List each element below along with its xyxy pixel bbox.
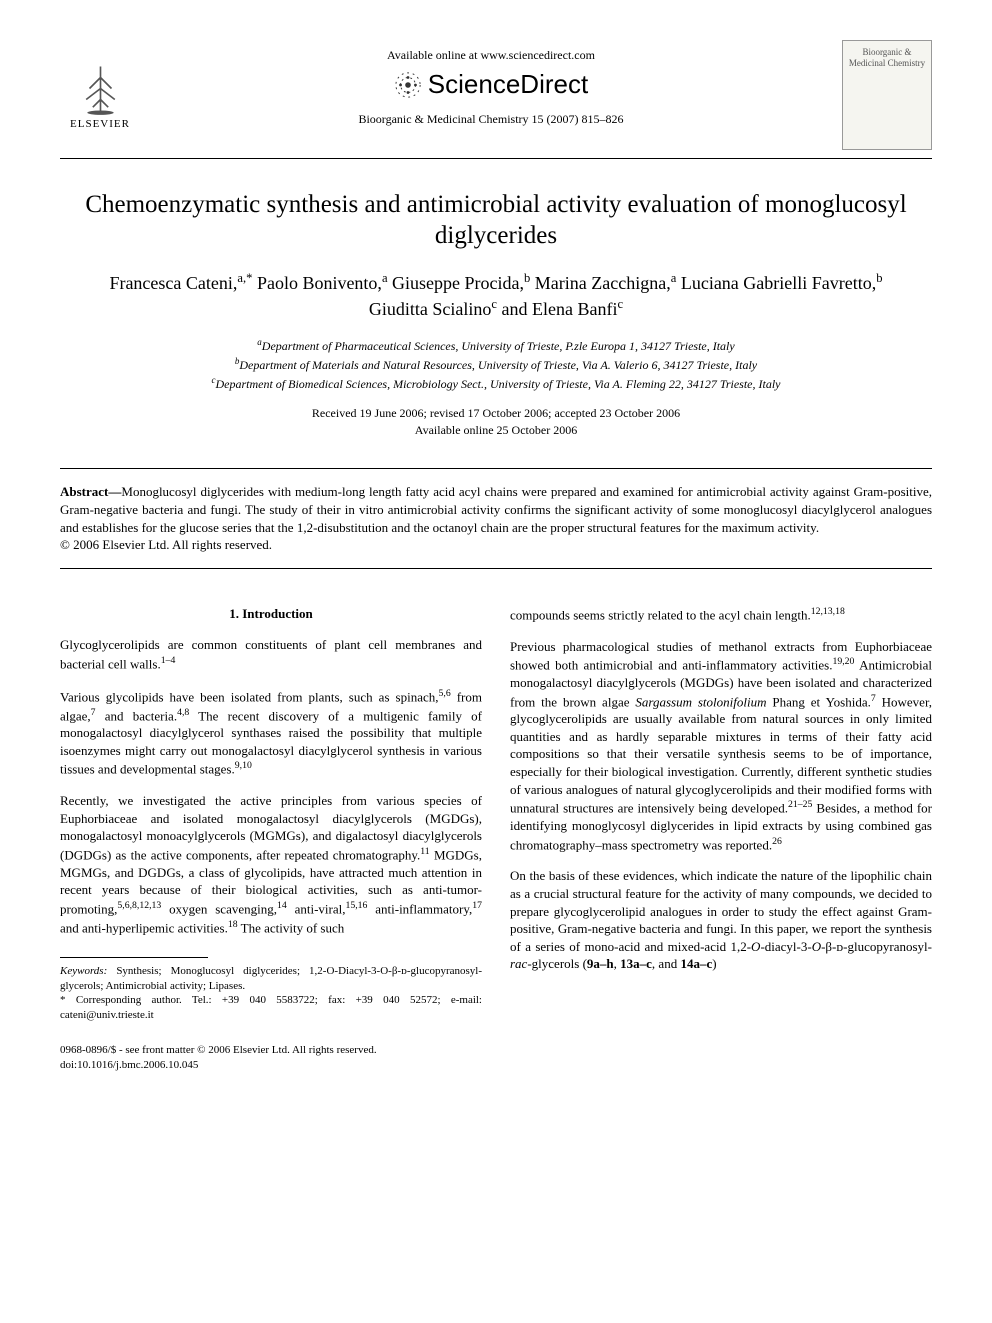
- body-columns: 1. Introduction Glycoglycerolipids are c…: [60, 605, 932, 1023]
- corresponding-author: * Corresponding author. Tel.: +39 040 55…: [60, 993, 482, 1023]
- abstract-label: Abstract—: [60, 484, 121, 499]
- abstract-text: Monoglucosyl diglycerides with medium-lo…: [60, 484, 932, 534]
- body-para: Previous pharmacological studies of meth…: [510, 638, 932, 854]
- center-header: Available online at www.sciencedirect.co…: [140, 40, 842, 127]
- available-online-text: Available online at www.sciencedirect.co…: [140, 48, 842, 63]
- affiliation-c: cDepartment of Biomedical Sciences, Micr…: [60, 374, 932, 393]
- sciencedirect-text: ScienceDirect: [428, 69, 588, 100]
- keywords-line: Keywords: Synthesis; Monoglucosyl diglyc…: [60, 964, 482, 994]
- abstract: Abstract—Monoglucosyl diglycerides with …: [60, 468, 932, 568]
- body-para: Recently, we investigated the active pri…: [60, 792, 482, 936]
- article-dates: Received 19 June 2006; revised 17 Octobe…: [60, 405, 932, 439]
- sciencedirect-logo: ScienceDirect: [140, 69, 842, 100]
- dates-available: Available online 25 October 2006: [60, 422, 932, 439]
- article-title: Chemoenzymatic synthesis and antimicrobi…: [60, 189, 932, 252]
- abstract-copyright: © 2006 Elsevier Ltd. All rights reserved…: [60, 536, 932, 554]
- affiliation-a: aDepartment of Pharmaceutical Sciences, …: [60, 336, 932, 355]
- footer-info: 0968-0896/$ - see front matter © 2006 El…: [60, 1043, 932, 1073]
- footer-front-matter: 0968-0896/$ - see front matter © 2006 El…: [60, 1043, 932, 1058]
- right-column: compounds seems strictly related to the …: [510, 605, 932, 1023]
- page-header: ELSEVIER Available online at www.science…: [60, 40, 932, 150]
- footnotes: Keywords: Synthesis; Monoglucosyl diglyc…: [60, 964, 482, 1023]
- body-para: Various glycolipids have been isolated f…: [60, 687, 482, 779]
- journal-cover-title: Bioorganic & Medicinal Chemistry: [847, 47, 927, 69]
- journal-reference: Bioorganic & Medicinal Chemistry 15 (200…: [140, 112, 842, 127]
- dates-received: Received 19 June 2006; revised 17 Octobe…: [60, 405, 932, 422]
- journal-cover: Bioorganic & Medicinal Chemistry: [842, 40, 932, 150]
- footnote-divider: [60, 957, 208, 958]
- affiliations: aDepartment of Pharmaceutical Sciences, …: [60, 336, 932, 393]
- elsevier-tree-icon: [73, 61, 128, 116]
- body-para: Glycoglycerolipids are common constituen…: [60, 636, 482, 672]
- footer-doi: doi:10.1016/j.bmc.2006.10.045: [60, 1058, 932, 1073]
- authors: Francesca Cateni,a,* Paolo Bonivento,a G…: [60, 270, 932, 322]
- header-divider: [60, 158, 932, 159]
- left-column: 1. Introduction Glycoglycerolipids are c…: [60, 605, 482, 1023]
- body-para: On the basis of these evidences, which i…: [510, 867, 932, 972]
- section-heading: 1. Introduction: [60, 605, 482, 623]
- publisher-logo: ELSEVIER: [60, 40, 140, 130]
- sciencedirect-icon: [394, 71, 422, 99]
- affiliation-b: bDepartment of Materials and Natural Res…: [60, 355, 932, 374]
- body-para: compounds seems strictly related to the …: [510, 605, 932, 624]
- publisher-name: ELSEVIER: [70, 118, 130, 130]
